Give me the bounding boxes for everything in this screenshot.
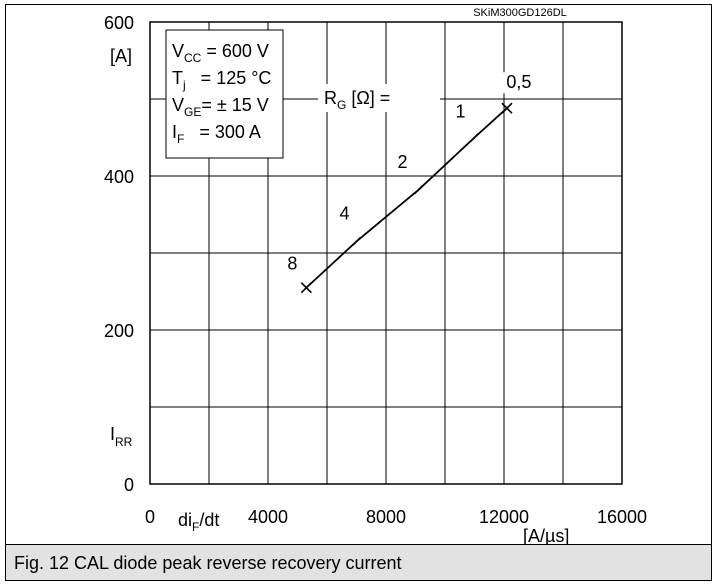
data-label: 2 — [397, 152, 407, 172]
x-tick-label: 4000 — [248, 507, 288, 527]
condition-subscript: CC — [184, 51, 202, 65]
x-axis-label: diF/dt — [178, 510, 219, 534]
x-axis-label-rest: /dt — [199, 510, 219, 530]
data-label-bg — [336, 203, 353, 225]
param-symbol: R — [324, 88, 337, 108]
data-label-bg — [452, 101, 469, 123]
condition-line: Tj = 125 °C — [172, 68, 271, 92]
x-axis-label-main: di — [178, 510, 192, 530]
x-axis-label-sub: F — [192, 520, 199, 534]
param-label: RG [Ω] = — [324, 88, 390, 112]
param-subscript: G — [337, 98, 346, 112]
data-label-bg — [500, 72, 537, 94]
x-tick-label: 16000 — [597, 507, 647, 527]
data-label-bg — [394, 151, 411, 173]
condition-symbol: T — [172, 68, 183, 88]
condition-value: = ± 15 V — [201, 95, 268, 115]
part-code: SKiM300GD126DL — [473, 7, 567, 19]
y-tick-label: 200 — [104, 321, 134, 341]
data-label: 8 — [287, 254, 297, 274]
condition-subscript: GE — [184, 105, 201, 119]
data-label-bg — [284, 253, 301, 275]
condition-symbol: I — [172, 122, 177, 142]
data-point-tick — [351, 236, 362, 247]
y-axis-label-main: I — [110, 424, 115, 444]
series-layer — [300, 102, 513, 294]
tick-labels: 0 4000 8000 12000 16000 0 200 400 600 — [104, 13, 647, 527]
part-code-bg — [470, 6, 570, 20]
caption-bar: Fig. 12 CAL diode peak reverse recovery … — [5, 544, 712, 581]
data-point-marker — [300, 282, 312, 294]
x-axis-unit: [A/µs] — [523, 526, 569, 546]
y-axis-unit: [A] — [110, 46, 132, 66]
x-tick-label: 8000 — [366, 507, 406, 527]
condition-symbol: V — [172, 41, 184, 61]
x-tick-label: 0 — [145, 507, 155, 527]
y-tick-label: 600 — [104, 13, 134, 33]
y-axis-label-bg — [108, 420, 148, 446]
data-label: 4 — [339, 203, 349, 223]
data-label: 1 — [455, 102, 465, 122]
data-point-marker — [501, 102, 513, 114]
param-label-bg — [318, 84, 440, 112]
y-axis-label: IRR — [110, 424, 133, 449]
y-tick-label: 400 — [104, 167, 134, 187]
y-axis-label-sub: RR — [115, 435, 133, 449]
figure-caption: Fig. 12 CAL diode peak reverse recovery … — [14, 553, 402, 573]
condition-symbol: V — [172, 95, 184, 115]
condition-value: = 125 °C — [186, 68, 272, 88]
condition-value: = 300 A — [184, 122, 261, 142]
condition-line: VGE= ± 15 V — [172, 95, 269, 119]
data-label: 0,5 — [506, 72, 531, 92]
x-tick-label: 12000 — [479, 507, 529, 527]
condition-line: IF = 300 A — [172, 122, 261, 146]
condition-line: VCC = 600 V — [172, 41, 269, 65]
data-point-tick — [413, 185, 424, 195]
y-tick-label: 0 — [124, 475, 134, 495]
condition-value: = 600 V — [201, 41, 269, 61]
condition-subscript: j — [182, 78, 186, 92]
data-point-tick — [469, 132, 480, 143]
plot-area — [149, 21, 623, 485]
condition-subscript: F — [177, 132, 184, 146]
conditions-box — [165, 29, 284, 159]
param-unit: [Ω] = — [346, 88, 390, 108]
